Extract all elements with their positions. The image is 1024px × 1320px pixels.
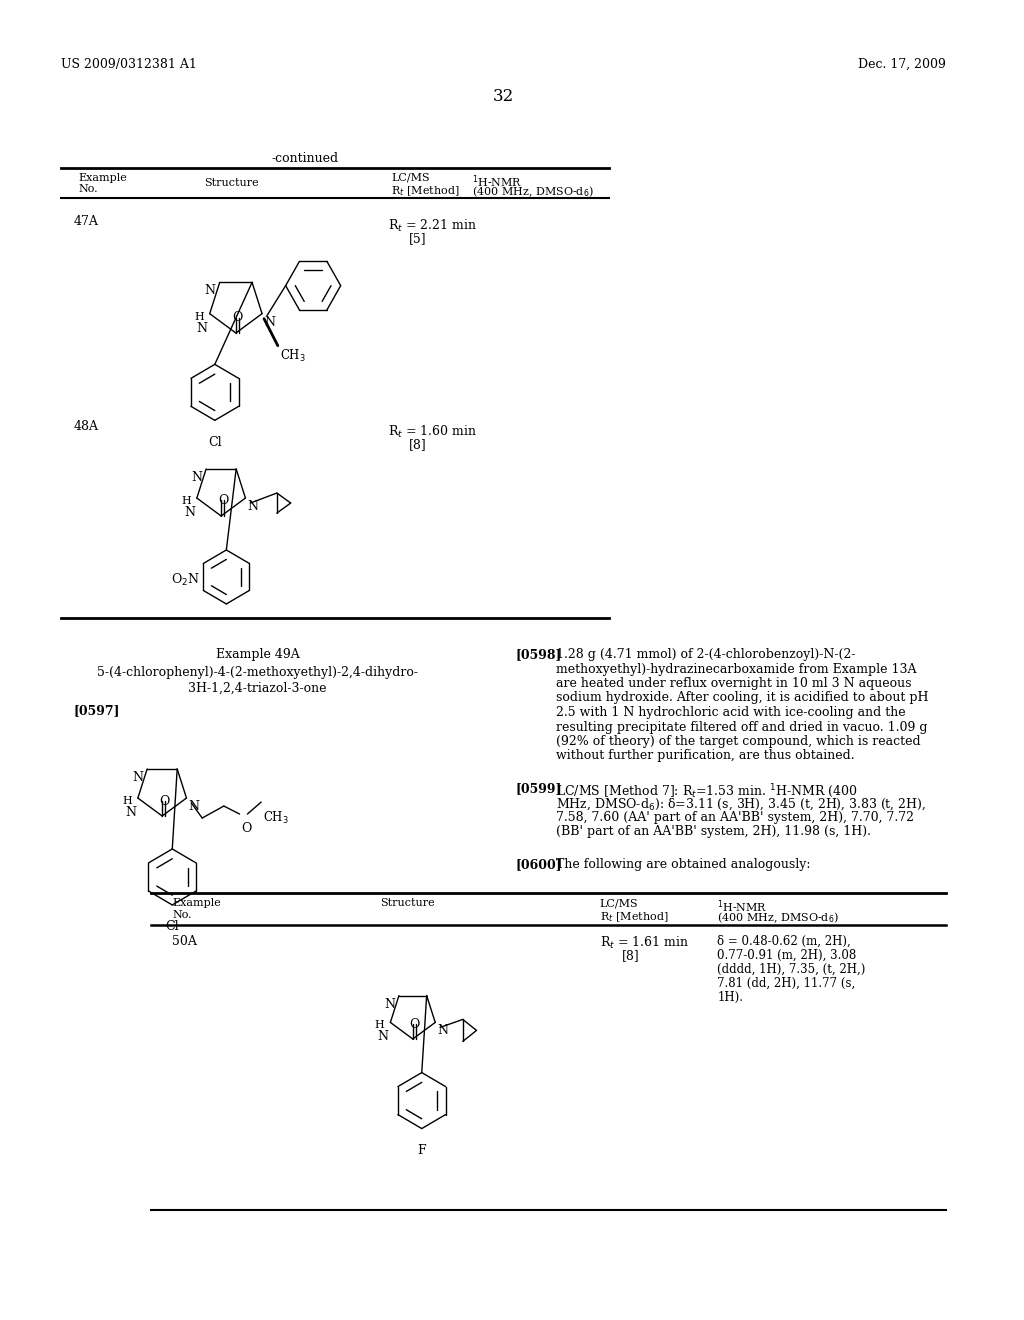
Text: [8]: [8] (409, 438, 427, 451)
Text: O: O (410, 1018, 420, 1031)
Text: Example: Example (79, 173, 127, 183)
Text: N: N (197, 322, 208, 335)
Text: H: H (181, 496, 190, 506)
Text: N: N (125, 807, 136, 818)
Text: MHz, DMSO-d$_6$): δ=3.11 (s, 3H), 3.45 (t, 2H), 3.83 (t, 2H),: MHz, DMSO-d$_6$): δ=3.11 (s, 3H), 3.45 (… (556, 796, 927, 812)
Text: $^1$H-NMR: $^1$H-NMR (718, 898, 768, 915)
Text: N: N (132, 771, 143, 784)
Text: (dddd, 1H), 7.35, (t, 2H,): (dddd, 1H), 7.35, (t, 2H,) (718, 964, 866, 975)
Text: LC/MS: LC/MS (599, 898, 638, 908)
Text: δ = 0.48-0.62 (m, 2H),: δ = 0.48-0.62 (m, 2H), (718, 935, 851, 948)
Text: 1.28 g (4.71 mmol) of 2-(4-chlorobenzoyl)-N-(2-: 1.28 g (4.71 mmol) of 2-(4-chlorobenzoyl… (556, 648, 856, 661)
Text: Cl: Cl (166, 920, 179, 933)
Text: H: H (122, 796, 132, 807)
Text: [0600]: [0600] (515, 858, 561, 871)
Text: Structure: Structure (204, 178, 258, 187)
Text: (92% of theory) of the target compound, which is reacted: (92% of theory) of the target compound, … (556, 735, 921, 748)
Text: R$_t$ [Method]: R$_t$ [Method] (599, 909, 668, 924)
Text: No.: No. (172, 909, 191, 920)
Text: O: O (218, 494, 228, 507)
Text: R$_t$ = 1.60 min: R$_t$ = 1.60 min (388, 424, 477, 440)
Text: are heated under reflux overnight in 10 ml 3 N aqueous: are heated under reflux overnight in 10 … (556, 677, 911, 690)
Text: Cl: Cl (208, 437, 221, 449)
Text: N: N (191, 471, 202, 484)
Text: H: H (375, 1020, 384, 1031)
Text: O: O (159, 795, 169, 808)
Text: N: N (437, 1024, 449, 1038)
Text: 32: 32 (493, 88, 514, 106)
Text: Dec. 17, 2009: Dec. 17, 2009 (858, 58, 945, 71)
Text: LC/MS [Method 7]: R$_t$=1.53 min. $^1$H-NMR (400: LC/MS [Method 7]: R$_t$=1.53 min. $^1$H-… (556, 781, 858, 800)
Text: [8]: [8] (623, 949, 640, 962)
Text: (BB' part of an AA'BB' system, 2H), 11.98 (s, 1H).: (BB' part of an AA'BB' system, 2H), 11.9… (556, 825, 871, 838)
Text: Structure: Structure (381, 898, 435, 908)
Text: O: O (232, 312, 243, 323)
Text: 7.58, 7.60 (AA' part of an AA'BB' system, 2H), 7.70, 7.72: 7.58, 7.60 (AA' part of an AA'BB' system… (556, 810, 914, 824)
Text: [0599]: [0599] (515, 781, 561, 795)
Text: 1H).: 1H). (718, 991, 743, 1005)
Text: CH$_3$: CH$_3$ (263, 810, 289, 826)
Text: -continued: -continued (271, 152, 338, 165)
Text: N: N (248, 500, 258, 513)
Text: O$_2$N: O$_2$N (171, 572, 200, 587)
Text: Example: Example (172, 898, 221, 908)
Text: N: N (384, 998, 395, 1011)
Text: N: N (264, 315, 275, 329)
Text: Example 49A: Example 49A (216, 648, 299, 661)
Text: N: N (205, 284, 216, 297)
Text: 5-(4-chlorophenyl)-4-(2-methoxyethyl)-2,4-dihydro-: 5-(4-chlorophenyl)-4-(2-methoxyethyl)-2,… (97, 667, 418, 678)
Text: 2.5 with 1 N hydrochloric acid with ice-cooling and the: 2.5 with 1 N hydrochloric acid with ice-… (556, 706, 906, 719)
Text: 3H-1,2,4-triazol-3-one: 3H-1,2,4-triazol-3-one (188, 682, 327, 696)
Text: resulting precipitate filtered off and dried in vacuo. 1.09 g: resulting precipitate filtered off and d… (556, 721, 928, 734)
Text: The following are obtained analogously:: The following are obtained analogously: (556, 858, 811, 871)
Text: No.: No. (79, 183, 98, 194)
Text: (400 MHz, DMSO-d$_6$): (400 MHz, DMSO-d$_6$) (718, 909, 840, 924)
Text: sodium hydroxide. After cooling, it is acidified to about pH: sodium hydroxide. After cooling, it is a… (556, 692, 929, 705)
Text: [0598]: [0598] (515, 648, 561, 661)
Text: 48A: 48A (74, 420, 98, 433)
Text: N: N (188, 800, 200, 813)
Text: 50A: 50A (172, 935, 197, 948)
Text: O: O (242, 822, 252, 836)
Text: LC/MS: LC/MS (391, 173, 430, 183)
Text: H: H (195, 312, 204, 322)
Text: (400 MHz, DMSO-d$_6$): (400 MHz, DMSO-d$_6$) (472, 183, 594, 198)
Text: CH$_3$: CH$_3$ (280, 347, 305, 364)
Text: [5]: [5] (409, 232, 426, 246)
Text: 7.81 (dd, 2H), 11.77 (s,: 7.81 (dd, 2H), 11.77 (s, (718, 977, 856, 990)
Text: N: N (378, 1031, 388, 1043)
Text: F: F (418, 1143, 426, 1156)
Text: methoxyethyl)-hydrazinecarboxamide from Example 13A: methoxyethyl)-hydrazinecarboxamide from … (556, 663, 916, 676)
Text: N: N (184, 506, 195, 519)
Text: US 2009/0312381 A1: US 2009/0312381 A1 (61, 58, 197, 71)
Text: 47A: 47A (74, 215, 98, 228)
Text: R$_t$ = 2.21 min: R$_t$ = 2.21 min (388, 218, 477, 234)
Text: R$_t$ = 1.61 min: R$_t$ = 1.61 min (599, 935, 688, 952)
Text: without further purification, are thus obtained.: without further purification, are thus o… (556, 750, 855, 763)
Text: [0597]: [0597] (74, 704, 120, 717)
Text: $^1$H-NMR: $^1$H-NMR (472, 173, 522, 190)
Text: 0.77-0.91 (m, 2H), 3.08: 0.77-0.91 (m, 2H), 3.08 (718, 949, 857, 962)
Text: R$_t$ [Method]: R$_t$ [Method] (391, 183, 460, 198)
